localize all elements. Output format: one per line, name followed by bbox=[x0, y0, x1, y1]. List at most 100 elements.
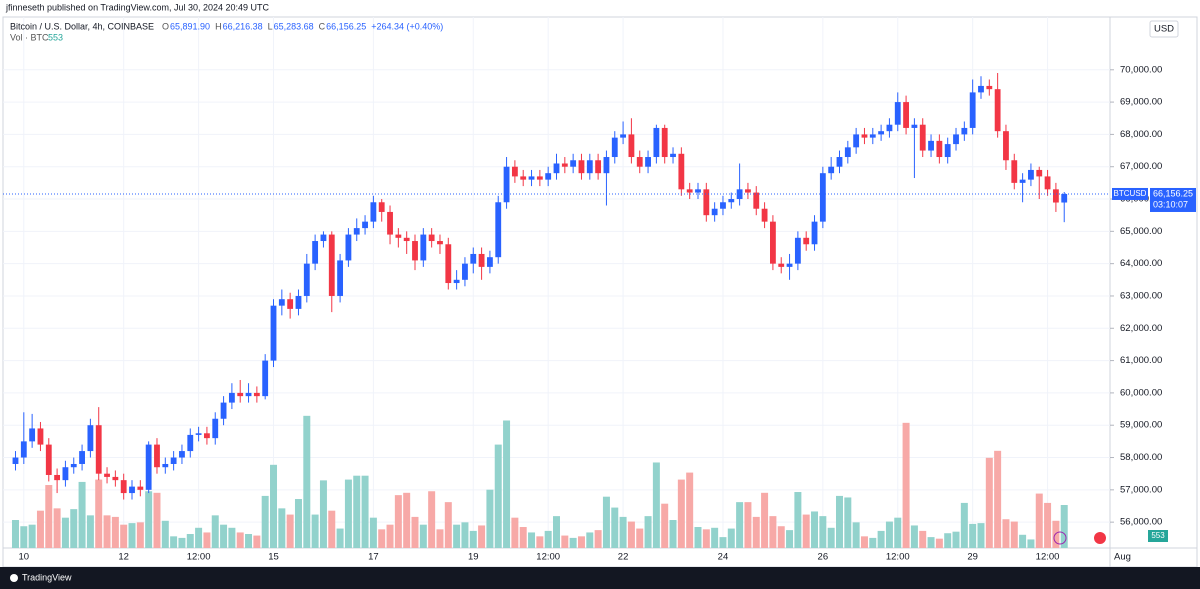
volume-box bbox=[1148, 530, 1168, 542]
logo bbox=[10, 574, 18, 582]
volume-bar bbox=[45, 485, 53, 548]
y-tick-label: 56,000.00 bbox=[1120, 517, 1162, 528]
candle-body bbox=[603, 157, 610, 174]
volume-bar bbox=[627, 521, 635, 548]
candle-body bbox=[794, 237, 801, 264]
volume-bar bbox=[336, 528, 344, 548]
volume-bar bbox=[436, 529, 444, 548]
y-tick-label: 60,000.00 bbox=[1120, 387, 1162, 398]
candle-body bbox=[645, 157, 651, 167]
volume-bar bbox=[528, 532, 536, 548]
candle-body bbox=[262, 360, 269, 397]
x-tick-label: 12 bbox=[118, 552, 129, 563]
volume-bar bbox=[294, 499, 302, 548]
volume-bar bbox=[319, 480, 327, 548]
candle-body bbox=[12, 457, 19, 464]
candle-body bbox=[370, 202, 377, 222]
volume-bar bbox=[727, 528, 735, 548]
candle-body bbox=[337, 260, 344, 296]
x-tick-label: 12:00 bbox=[536, 552, 560, 563]
candle-body bbox=[428, 234, 435, 242]
candle-body bbox=[312, 241, 319, 264]
candle-body bbox=[154, 444, 160, 468]
candle-body bbox=[620, 134, 626, 138]
candle-body bbox=[595, 160, 602, 174]
candle-body bbox=[853, 134, 860, 148]
candle-body bbox=[120, 480, 127, 494]
volume-bar bbox=[1060, 505, 1068, 548]
currency[interactable]: USD bbox=[1154, 24, 1174, 35]
volume-bar bbox=[694, 527, 702, 548]
candle-body bbox=[187, 434, 194, 452]
x-tick-label: 15 bbox=[268, 552, 279, 563]
volume-bar bbox=[453, 524, 461, 548]
volume-bar bbox=[61, 517, 69, 548]
volume-bar bbox=[877, 530, 885, 548]
candle-body bbox=[511, 166, 518, 177]
candle-body bbox=[170, 457, 177, 464]
candle-body bbox=[445, 244, 452, 284]
candle-body bbox=[561, 163, 568, 167]
candle-body bbox=[761, 208, 768, 222]
candle-body bbox=[29, 428, 36, 442]
volume-bar bbox=[211, 515, 219, 548]
candle-body bbox=[403, 237, 410, 242]
candle-body bbox=[878, 131, 885, 135]
volume-bar bbox=[636, 528, 644, 548]
candle-body bbox=[503, 166, 510, 203]
y-tick-label: 70,000.00 bbox=[1120, 64, 1162, 75]
candle-body bbox=[420, 234, 427, 261]
volume-bar bbox=[486, 489, 494, 548]
x-tick-label: 29 bbox=[967, 552, 978, 563]
volume-bar bbox=[303, 415, 311, 548]
candle-body bbox=[437, 241, 443, 245]
legend-value: 66,156.25 bbox=[326, 21, 366, 31]
countdown: 03:10:07 bbox=[1153, 199, 1188, 209]
candle-body bbox=[886, 124, 893, 132]
volume-bar bbox=[195, 527, 203, 548]
volume-bar bbox=[86, 515, 94, 548]
candle-body bbox=[811, 221, 818, 245]
volume-bar bbox=[611, 507, 619, 548]
volume-bar bbox=[719, 537, 727, 548]
volume-bar bbox=[711, 527, 719, 548]
candle-body bbox=[62, 467, 69, 481]
candle-body bbox=[695, 189, 701, 193]
candle-body bbox=[245, 392, 252, 397]
volume-bar bbox=[28, 524, 36, 548]
volume-bar bbox=[120, 524, 128, 548]
candle-body bbox=[986, 85, 993, 90]
candle-body bbox=[387, 211, 393, 235]
icon[interactable] bbox=[1053, 531, 1067, 545]
candle-body bbox=[936, 140, 943, 158]
volume-bar bbox=[161, 520, 169, 548]
x-tick-label: 12:00 bbox=[1036, 552, 1060, 563]
volume-bar bbox=[411, 516, 419, 548]
candle-body bbox=[745, 189, 751, 193]
currency-box[interactable] bbox=[1149, 20, 1179, 38]
candle-body bbox=[520, 176, 527, 180]
volume-bar bbox=[569, 537, 577, 548]
volume-bar bbox=[919, 530, 927, 548]
candle-body bbox=[270, 305, 277, 361]
candle-body bbox=[736, 189, 743, 200]
volume-bar bbox=[852, 522, 860, 548]
candle-body bbox=[720, 202, 726, 209]
volume-bar bbox=[553, 516, 560, 548]
candle-body bbox=[911, 124, 918, 128]
y-tick-label: 61,000.00 bbox=[1120, 355, 1162, 366]
volume-bar bbox=[228, 527, 236, 548]
volume-bar bbox=[128, 523, 136, 548]
candle-body bbox=[478, 253, 485, 267]
candle-body bbox=[919, 124, 926, 151]
volume-bar bbox=[186, 534, 194, 548]
volume-bar bbox=[894, 517, 902, 548]
candle-body bbox=[586, 160, 593, 174]
candle-body bbox=[470, 253, 477, 264]
y-tick-label: 59,000.00 bbox=[1120, 420, 1162, 431]
icon[interactable] bbox=[1094, 532, 1106, 544]
candle-body bbox=[703, 189, 710, 216]
candle-body bbox=[1061, 193, 1068, 203]
candle-body bbox=[903, 102, 909, 128]
candle-body bbox=[869, 134, 876, 138]
